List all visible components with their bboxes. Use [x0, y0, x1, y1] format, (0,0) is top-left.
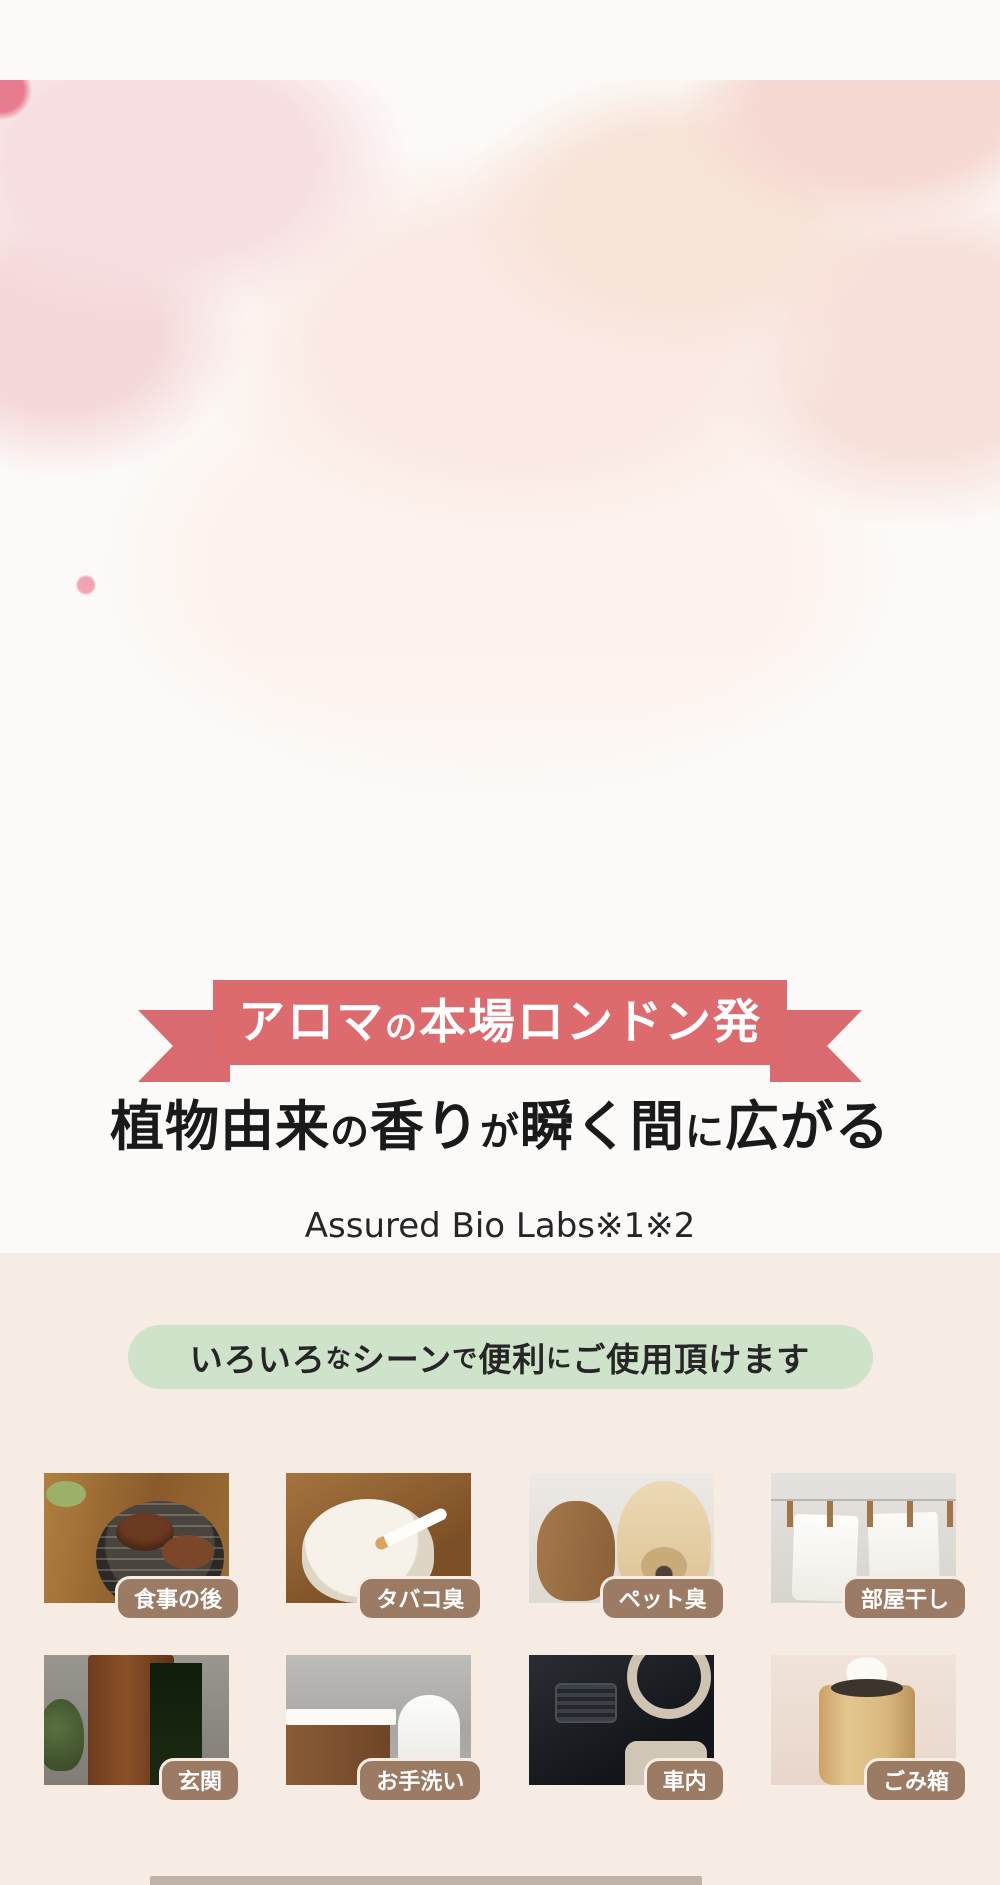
scene-label: ごみ箱	[863, 1758, 968, 1803]
scene-label: 車内	[643, 1758, 726, 1803]
scene-item-car: 車内	[528, 1655, 726, 1803]
scene-label: 玄関	[158, 1758, 241, 1803]
scenes-heading-banner: いろいろなシーンで便利にご使用頂けます	[127, 1325, 873, 1389]
ribbon-banner-text: アロマの本場ロンドン発	[238, 995, 762, 1050]
deodorizing-proof-section: アロマの本場ロンドン発 植物由来の香りが瞬く間に広がる Assured Bio …	[0, 0, 1000, 1253]
usage-scenes-section: いろいろなシーンで便利にご使用頂けます 食事の後 タバコ臭	[0, 1253, 1000, 1885]
scene-item-indoor-laundry: 部屋干し	[770, 1473, 968, 1621]
page-title: 植物由来の香りが瞬く間に広がる	[110, 1095, 890, 1158]
scene-label: お手洗い	[357, 1758, 484, 1803]
scene-item-after-meal: 食事の後	[44, 1473, 241, 1621]
next-section-edge	[150, 1876, 702, 1885]
photo-shape	[830, 1679, 903, 1697]
ribbon-banner: アロマの本場ロンドン発	[138, 980, 862, 1082]
scene-label: 食事の後	[114, 1576, 241, 1621]
ribbon-banner-box: アロマの本場ロンドン発	[213, 980, 787, 1065]
scene-label: ペット臭	[599, 1576, 726, 1621]
scene-item-entrance: 玄関	[44, 1655, 241, 1803]
photo-shape	[286, 1709, 397, 1725]
photo-shape	[770, 1499, 956, 1527]
scene-item-trash-bin: ごみ箱	[770, 1655, 968, 1803]
photo-shape	[162, 1535, 214, 1569]
scene-photo-grid: 食事の後 タバコ臭 ペット臭	[44, 1473, 968, 1803]
subtitle-line1: Assured Bio Labs※1※2	[304, 1206, 696, 1247]
scene-item-pets: ペット臭	[528, 1473, 726, 1621]
cat-and-dog-photo	[528, 1473, 714, 1603]
scene-item-bathroom: お手洗い	[286, 1655, 484, 1803]
photo-shape	[46, 1481, 86, 1507]
flower-petal-background	[0, 80, 1000, 980]
scene-label: 部屋干し	[841, 1576, 968, 1621]
scene-label: タバコ臭	[357, 1576, 484, 1621]
photo-shape	[44, 1699, 84, 1771]
scene-item-tobacco: タバコ臭	[286, 1473, 484, 1621]
photo-shape	[554, 1683, 617, 1723]
photo-shape	[626, 1655, 711, 1719]
